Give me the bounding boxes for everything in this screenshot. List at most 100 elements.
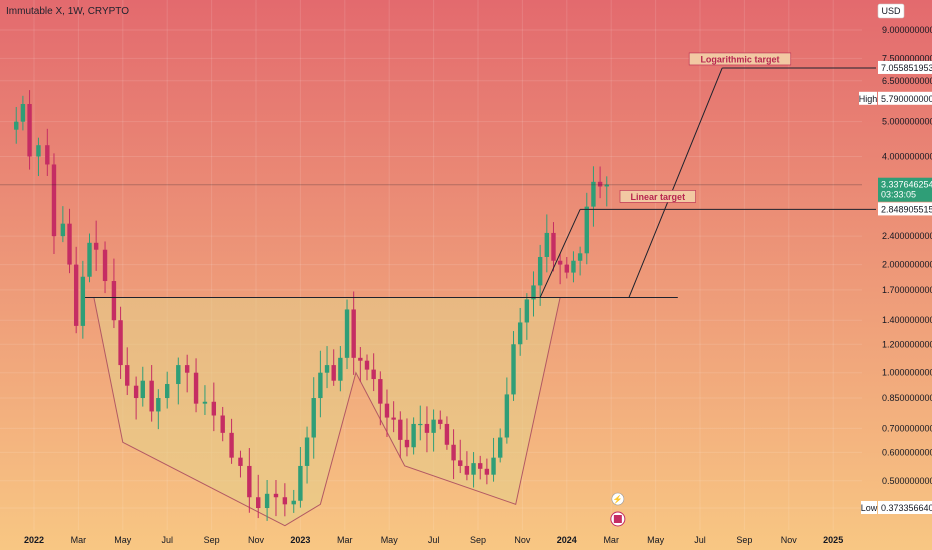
candle-body-down (93, 242, 99, 250)
candle-body-down (184, 365, 190, 373)
candle-body-up (491, 457, 496, 475)
candle-body-down (438, 419, 443, 424)
candle-body-up (471, 463, 476, 475)
y-tick-label: 7.500000000 (882, 53, 932, 63)
candle-body-down (364, 360, 370, 370)
x-tick-label: Mar (603, 535, 619, 545)
lightning-icon (611, 492, 625, 506)
x-tick-label: 2023 (290, 535, 310, 545)
candle-body-up (87, 242, 92, 277)
candle-body-up (517, 322, 523, 345)
candle-body-up (60, 223, 66, 237)
us-flag-fill (613, 515, 622, 523)
candle-body-up (604, 184, 609, 187)
candle-body-down (564, 264, 569, 273)
low-badge (878, 501, 932, 514)
candle-body-down (193, 372, 199, 404)
candle-body-down (125, 365, 130, 386)
candle-body-down (444, 423, 450, 445)
candle-body-down (282, 497, 288, 505)
candle-body-down (597, 181, 603, 187)
y-tick-label: 1.000000000 (882, 368, 932, 378)
candle-body-down (391, 417, 396, 420)
x-tick-label: Nov (781, 535, 798, 545)
low-tag: Low (861, 503, 878, 513)
candle-body-down (102, 249, 108, 282)
currency-label: USD (881, 6, 901, 16)
log-target-label-group: Logarithmic target (688, 52, 792, 66)
candle-body-up (504, 394, 510, 438)
linear-target-price: 2.848905515 (881, 204, 932, 214)
log-target-badge (878, 60, 932, 74)
candle-body-up (584, 206, 589, 254)
candle-body-up (418, 423, 423, 426)
bar-countdown: 03:33:05 (881, 190, 916, 200)
log-target-label: Logarithmic target (700, 54, 779, 64)
candle-body-down (73, 264, 79, 326)
current-price: 3.337646254 (881, 180, 932, 190)
candle-body-down (51, 164, 57, 237)
candle-body-up (524, 299, 530, 323)
linear-target-label-group: Linear target (619, 190, 696, 203)
candle-body-down (557, 260, 563, 265)
candle-body-down (371, 369, 376, 380)
candle-body-up (544, 232, 550, 257)
linear-target-badge (878, 202, 932, 216)
time-axis[interactable]: 2022 Mar May Jul Sep Nov 2023 Mar May Jul Sep Nov 20… (0, 530, 862, 550)
candle-body-down (133, 385, 139, 399)
x-tick-label: 2022 (24, 535, 44, 545)
y-tick-label: 0.500000000 (882, 476, 932, 486)
log-target-projection (628, 67, 723, 298)
candle-body-down (458, 460, 463, 466)
y-tick-label: 2.400000000 (882, 231, 932, 241)
x-tick-label: 2024 (557, 535, 577, 545)
y-tick-label: 5.000000000 (882, 117, 932, 127)
linear-target-label-box (619, 190, 696, 203)
linear-target-label: Linear target (631, 192, 686, 202)
candle-body-down (451, 444, 456, 461)
candlestick-series (14, 90, 609, 521)
candle-body-down (27, 104, 32, 157)
candle-body-up (338, 357, 343, 381)
x-tick-label: Sep (736, 535, 752, 545)
x-tick-label: Nov (514, 535, 531, 545)
candle-body-up (318, 372, 323, 399)
x-tick-label: Mar (337, 535, 353, 545)
y-tick-label: 9.000000000 (882, 25, 932, 35)
candle-body-up (14, 121, 19, 130)
high-tag: High (859, 94, 878, 104)
candle-body-down (45, 145, 50, 165)
candle-body-down (247, 465, 252, 498)
candle-body-down (351, 309, 356, 358)
candle-body-up (511, 344, 516, 395)
candle-body-down (358, 357, 363, 361)
candle-body-down (211, 401, 217, 416)
x-tick-label: Mar (71, 535, 87, 545)
candle-body-up (264, 493, 270, 508)
high-badge (878, 91, 932, 105)
candle-body-down (551, 232, 556, 261)
candle-body-up (577, 253, 583, 261)
candle-body-down (149, 380, 154, 412)
candle-body-down (273, 493, 279, 498)
candle-body-down (424, 423, 430, 433)
candle-body-up (537, 256, 543, 286)
y-tick-label: 1.200000000 (882, 339, 932, 349)
x-tick-label: Jul (161, 535, 173, 545)
candle-body-up (304, 437, 310, 466)
candle-body-down (220, 415, 225, 433)
y-tick-label: 4.000000000 (882, 151, 932, 161)
y-tick-label: 0.850000000 (882, 393, 932, 403)
candle-body-up (571, 260, 576, 273)
currency-box (877, 3, 905, 19)
candle-body-up (291, 500, 296, 505)
candle-body-down (464, 465, 470, 475)
candle-body-down (478, 463, 483, 469)
x-tick-label: 2025 (823, 535, 843, 545)
chart-icons: ⚡ (610, 492, 626, 527)
y-tick-label: 1.400000000 (882, 315, 932, 325)
price-axis[interactable]: USD 9.000000000 7.500000000 6.500000000 5.00… (859, 0, 932, 550)
chart-title: Immutable X, 1W, CRYPTO (6, 6, 129, 17)
